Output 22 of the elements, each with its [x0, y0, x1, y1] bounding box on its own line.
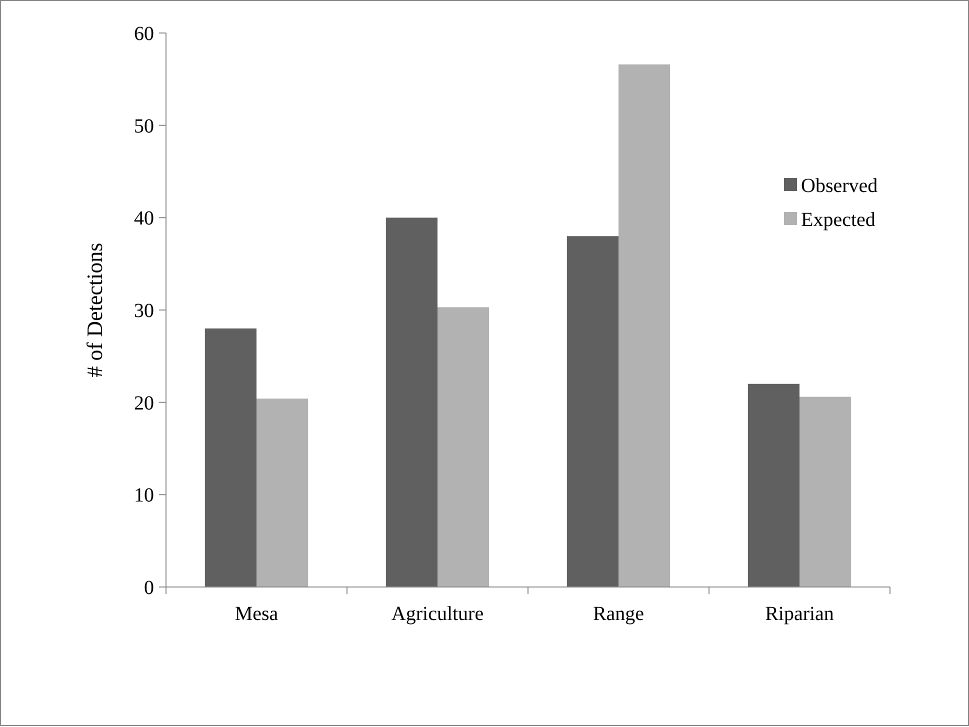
y-tick-label: 30: [134, 300, 154, 322]
bar: [800, 396, 852, 587]
y-tick-label: 60: [134, 23, 154, 45]
legend-label: Expected: [801, 209, 876, 231]
y-tick-label: 40: [134, 208, 154, 230]
bar: [204, 328, 256, 587]
y-tick-label: 50: [134, 115, 154, 138]
y-axis-title: # of Detections: [82, 242, 107, 378]
x-tick-label: Riparian: [765, 603, 834, 625]
x-tick-label: Mesa: [234, 603, 278, 625]
bar: [386, 218, 438, 587]
bar: [566, 236, 618, 587]
legend-label: Observed: [801, 175, 878, 197]
bar: [256, 398, 308, 587]
y-tick-label: 10: [134, 484, 154, 507]
y-tick-label: 0: [144, 577, 154, 599]
x-tick-label: Range: [592, 603, 644, 625]
bar: [748, 384, 800, 587]
bar: [618, 64, 670, 587]
bar: [438, 307, 490, 587]
y-tick-label: 20: [134, 392, 154, 414]
x-tick-label: Agriculture: [391, 603, 484, 625]
